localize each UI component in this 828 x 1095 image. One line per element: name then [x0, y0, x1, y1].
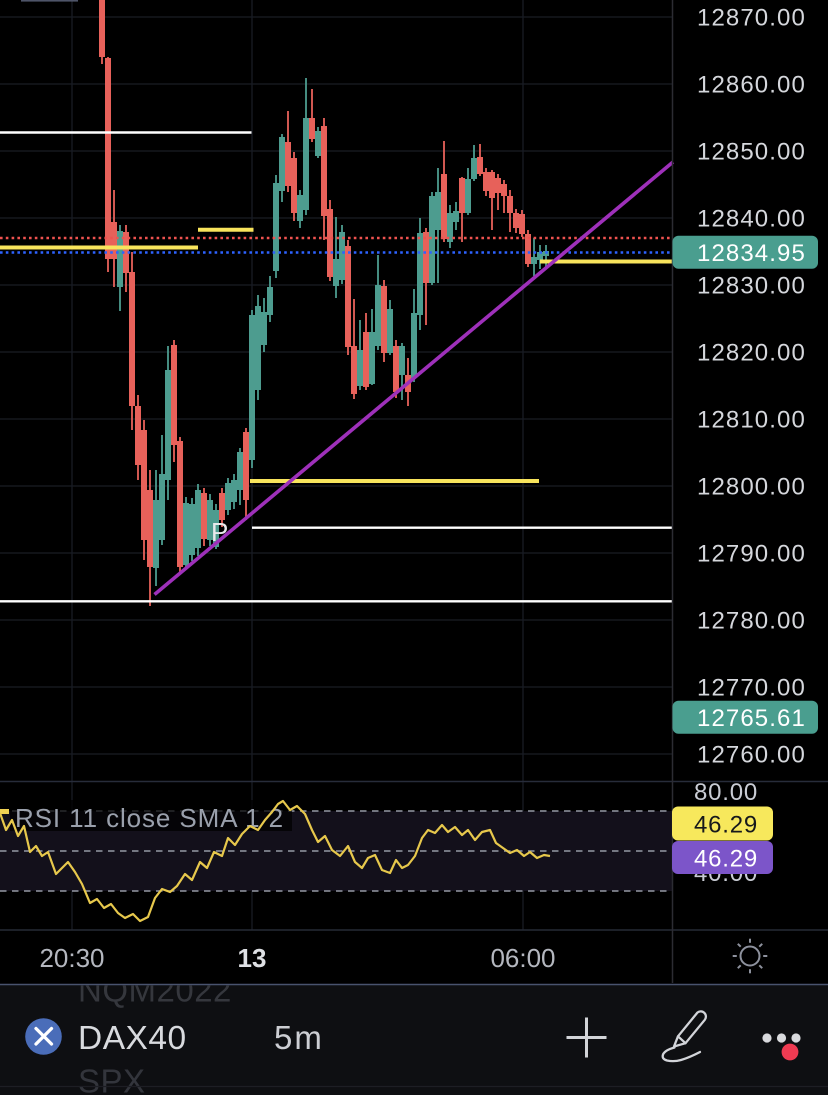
svg-text:12840.00: 12840.00 — [697, 206, 806, 233]
svg-text:06:00: 06:00 — [490, 943, 555, 973]
svg-text:13: 13 — [238, 943, 267, 973]
svg-text:12765.61: 12765.61 — [697, 705, 806, 732]
svg-text:12770.00: 12770.00 — [697, 675, 806, 702]
svg-text:12790.00: 12790.00 — [697, 541, 806, 568]
svg-text:12800.00: 12800.00 — [697, 474, 806, 501]
svg-text:DAX40: DAX40 — [78, 1020, 187, 1057]
svg-text:46.29: 46.29 — [694, 846, 758, 873]
svg-text:P: P — [211, 517, 228, 547]
svg-text:12834.95: 12834.95 — [697, 240, 806, 267]
svg-text:12860.00: 12860.00 — [697, 72, 806, 99]
svg-text:12850.00: 12850.00 — [697, 139, 806, 166]
svg-text:46.29: 46.29 — [694, 812, 758, 839]
svg-text:12870.00: 12870.00 — [697, 5, 806, 32]
svg-text:12760.00: 12760.00 — [697, 742, 806, 769]
svg-text:5m: 5m — [274, 1019, 324, 1056]
svg-text:80.00: 80.00 — [694, 779, 758, 806]
svg-text:12780.00: 12780.00 — [697, 608, 806, 635]
svg-text:12810.00: 12810.00 — [697, 407, 806, 434]
svg-text:SPX: SPX — [78, 1063, 146, 1095]
svg-text:RSI 11 close SMA 1 2: RSI 11 close SMA 1 2 — [15, 803, 284, 833]
svg-text:12830.00: 12830.00 — [697, 273, 806, 300]
svg-text:20:30: 20:30 — [39, 943, 104, 973]
svg-text:12820.00: 12820.00 — [697, 340, 806, 367]
svg-text:NQM2022: NQM2022 — [78, 972, 232, 1009]
